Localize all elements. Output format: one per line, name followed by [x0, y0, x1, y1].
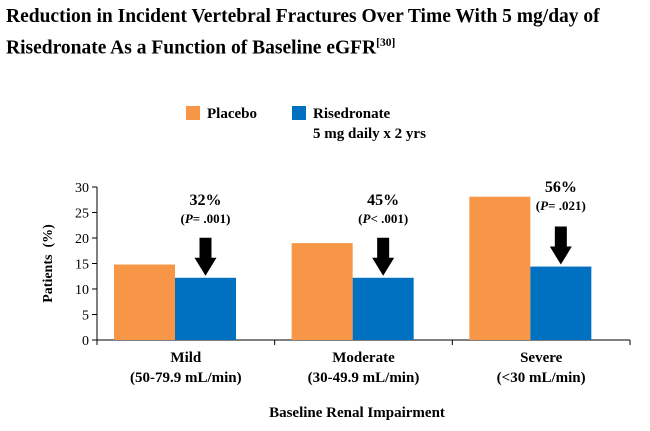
y-tick-label: 0 [82, 334, 89, 349]
placebo-bar [291, 243, 353, 340]
category-range-label: (30-49.9 mL/min) [308, 370, 420, 386]
x-axis-label: Baseline Renal Impairment [269, 405, 445, 421]
down-arrow-icon [549, 226, 572, 265]
y-tick-label: 20 [75, 232, 89, 247]
chart-title-line1: Reduction in Incident Vertebral Fracture… [6, 6, 600, 27]
chart-title-line2: Risedronate As a Function of Baseline eG… [6, 37, 377, 59]
p-value-label: (P= .001) [180, 211, 230, 226]
legend-label-risedronate: Risedronate [313, 106, 391, 122]
category-label: Severe [520, 350, 563, 366]
reduction-percent-label: 45% [367, 192, 399, 209]
y-tick-label: 15 [75, 258, 89, 273]
legend-label-placebo: Placebo [207, 106, 257, 122]
legend-swatch-placebo [186, 106, 200, 120]
chart-title-reference: [30] [376, 37, 396, 49]
category-range-label: (<30 mL/min) [497, 370, 586, 386]
down-arrow-icon [372, 237, 395, 276]
risedronate-bar [175, 277, 236, 340]
category-label: Moderate [332, 350, 395, 366]
risedronate-bar [352, 277, 414, 340]
y-tick-label: 25 [75, 207, 89, 222]
chart-title: Reduction in Incident Vertebral Fracture… [6, 3, 646, 62]
placebo-bar [469, 196, 531, 340]
down-arrow-icon [194, 237, 217, 276]
reduction-percent-label: 56% [545, 179, 577, 196]
category-range-label: (50-79.9 mL/min) [130, 370, 242, 386]
y-tick-label: 30 [75, 181, 89, 196]
p-value-label: (P< .001) [358, 211, 408, 226]
reduction-percent-label: 32% [190, 192, 222, 209]
y-tick-label: 5 [82, 309, 89, 324]
legend-label-risedronate-dose: 5 mg daily x 2 yrs [313, 126, 426, 142]
placebo-bar [114, 264, 175, 340]
y-tick-label: 10 [75, 283, 89, 298]
p-value-label: (P= .021) [536, 198, 586, 213]
category-label: Mild [170, 350, 201, 366]
y-axis-label: Patients (%) [41, 224, 56, 303]
risedronate-bar [530, 266, 592, 340]
legend-swatch-risedronate [292, 106, 306, 120]
